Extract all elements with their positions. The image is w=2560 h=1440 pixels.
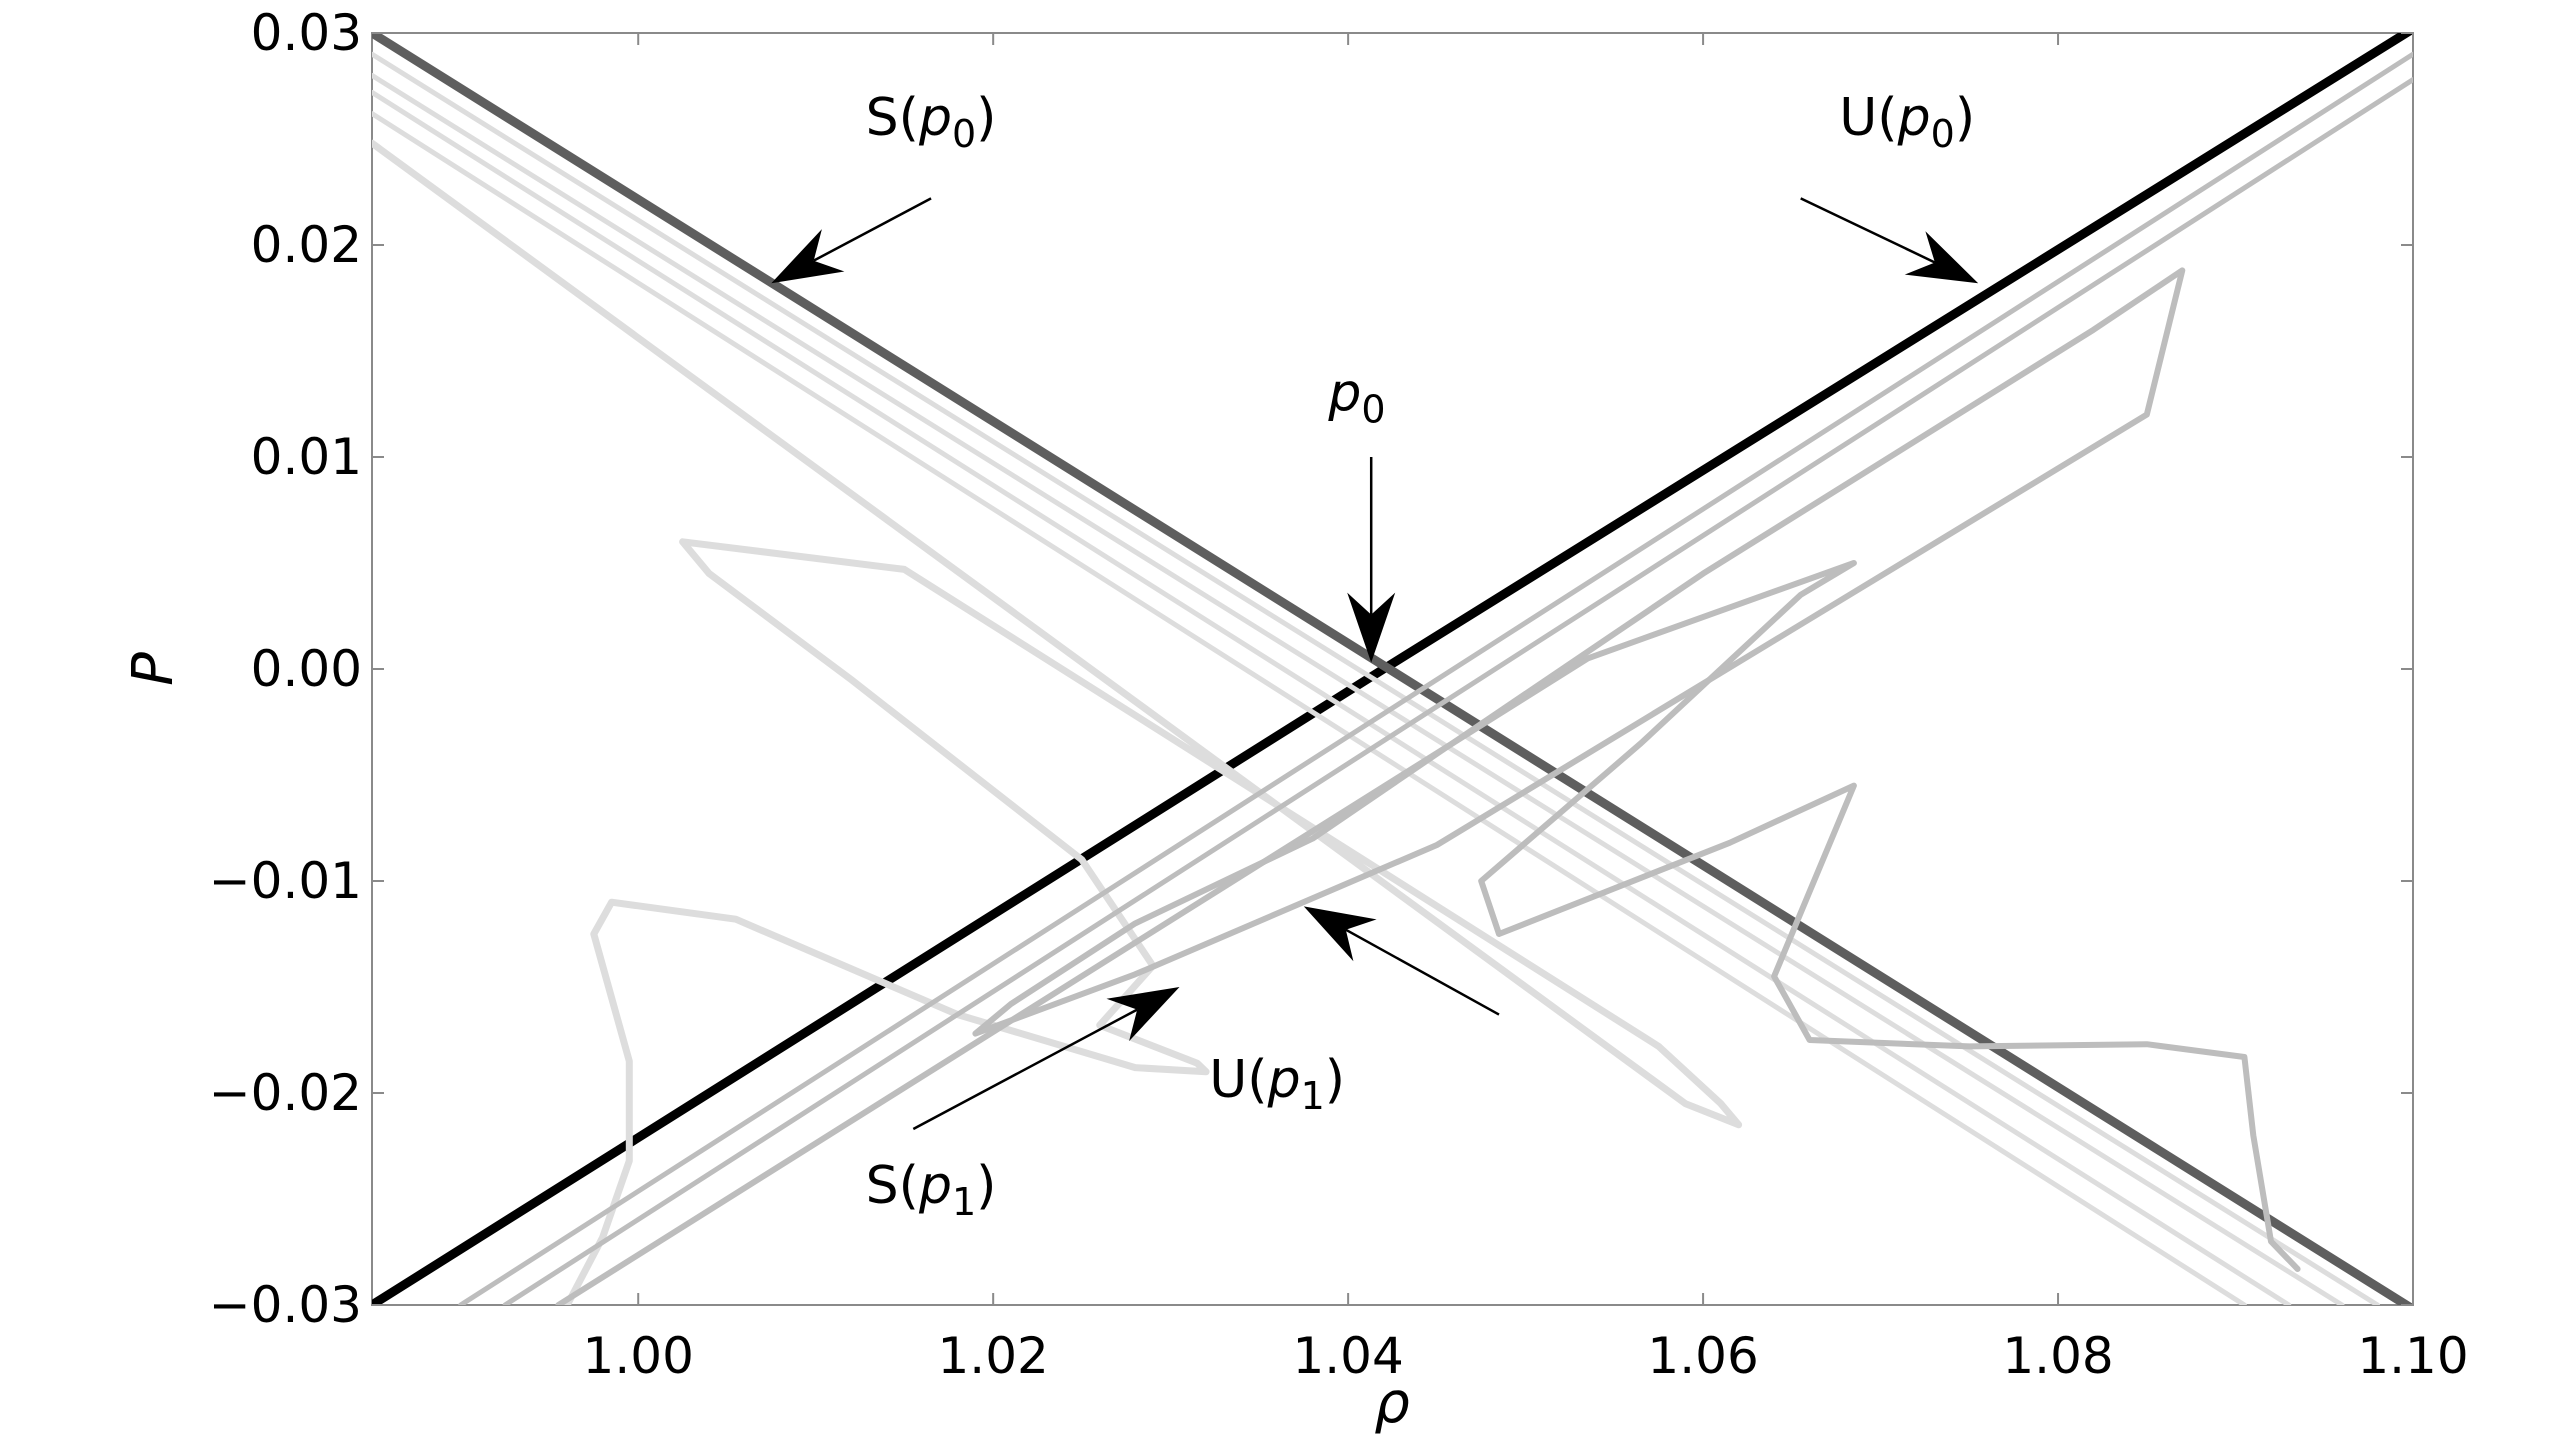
series-curve-1 xyxy=(372,33,2413,1305)
series-curve-6 xyxy=(372,139,1743,1305)
x-tick-label: 1.04 xyxy=(1292,1327,1403,1385)
x-tick-label: 1.06 xyxy=(1647,1327,1758,1385)
series-layer xyxy=(372,33,2413,1305)
series-curve-5 xyxy=(372,111,2247,1305)
annotation-arrow-head xyxy=(1303,906,1377,962)
annotation-label: S(p0) xyxy=(866,88,997,156)
annotations: S(p0) U(p0) p0 U(p1) S(p1) xyxy=(771,88,1979,1224)
annotation-arrow-head xyxy=(1106,987,1180,1042)
annotation-arrow-line xyxy=(912,1008,1138,1131)
x-tick-label: 1.08 xyxy=(2002,1327,2113,1385)
axis-ticks: 1.00 1.02 1.04 1.06 1.08 1.10 0.03 0.02 0.01 0.00… xyxy=(209,4,2469,1385)
y-axis-label: P xyxy=(121,652,186,686)
y-tick-label: 0.00 xyxy=(251,640,362,698)
annotation-arrow-head xyxy=(1904,231,1979,284)
annotation-label: U(p1) xyxy=(1209,1050,1345,1118)
x-tick-label: 1.00 xyxy=(583,1327,694,1385)
series-curve-9 xyxy=(555,560,2301,1305)
y-tick-label: 0.03 xyxy=(251,4,362,62)
series-curve-10 xyxy=(972,267,2186,1037)
annotation-label: p0 xyxy=(1327,363,1385,431)
series-curve-2 xyxy=(372,51,2380,1305)
annotation-arrow-head xyxy=(771,229,845,284)
x-axis-label: ρ xyxy=(1374,1371,1410,1436)
annotation-arrow-line xyxy=(813,197,932,262)
series-curve-7 xyxy=(458,51,2413,1305)
x-tick-label: 1.02 xyxy=(938,1327,1049,1385)
y-tick-label: 0.02 xyxy=(251,216,362,274)
annotation-label: U(p0) xyxy=(1839,88,1975,156)
y-tick-label: 0.01 xyxy=(251,428,362,486)
y-tick-label: −0.02 xyxy=(209,1064,362,1122)
annotation-arrow-line xyxy=(1345,928,1500,1016)
annotation-label: S(p1) xyxy=(866,1156,997,1224)
y-tick-label: −0.01 xyxy=(209,852,362,910)
x-tick-label: 1.10 xyxy=(2357,1327,2468,1385)
series-curve-3 xyxy=(372,72,2345,1305)
annotation-arrow-head xyxy=(1347,592,1396,663)
y-tick-label: −0.03 xyxy=(209,1276,362,1334)
series-curve-8 xyxy=(502,77,2413,1305)
series-curve-4 xyxy=(372,89,2292,1305)
annotation-arrow-line xyxy=(1800,197,1936,264)
